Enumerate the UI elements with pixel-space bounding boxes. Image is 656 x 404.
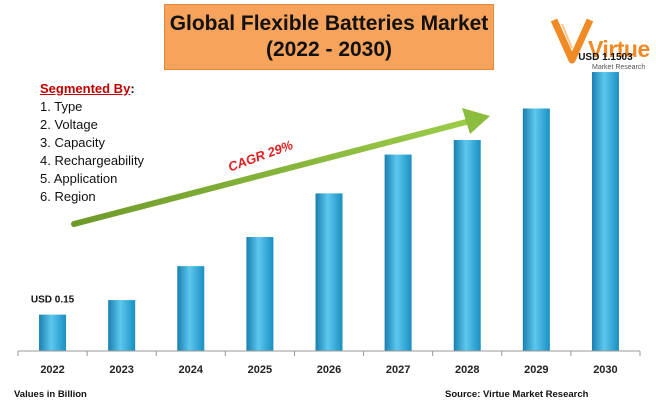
- chart-title-line2: (2022 - 2030): [265, 38, 393, 61]
- x-tick-label: 2024: [179, 364, 204, 376]
- bar-2024: [177, 266, 205, 351]
- x-tick-label: 2027: [386, 364, 410, 376]
- source-note: Source: Virtue Market Research: [445, 389, 589, 400]
- segment-item: 3. Capacity: [40, 135, 106, 150]
- x-tick-label: 2025: [248, 364, 272, 376]
- bar-2030: [591, 72, 619, 351]
- logo-word: Virtue: [588, 36, 650, 62]
- logo-subtitle: Market Research: [592, 64, 646, 71]
- segment-item: 6. Region: [40, 189, 96, 204]
- bar-2026: [315, 193, 343, 351]
- chart-title-line1: Global Flexible Batteries Market: [169, 12, 489, 35]
- logo-check-icon: [550, 18, 594, 64]
- cagr-trend-arrow: [71, 108, 490, 227]
- brand-logo: Virtue Market Research: [548, 14, 652, 84]
- title-box: Global Flexible Batteries Market (2022 -…: [164, 4, 494, 70]
- bar-2022: [39, 314, 67, 351]
- x-tick-label: 2029: [524, 364, 548, 376]
- bar-2027: [384, 154, 412, 351]
- bar-2025: [246, 237, 274, 351]
- segment-item: 4. Rechargeability: [40, 153, 145, 168]
- data-label: USD 0.15: [31, 295, 75, 306]
- segment-item: 2. Voltage: [40, 117, 98, 132]
- x-tick-label: 2028: [455, 364, 479, 376]
- segment-item: 5. Application: [40, 171, 118, 186]
- segments-list: Segmented By: 1. Type 2. Voltage 3. Capa…: [40, 80, 144, 206]
- units-note: Values in Billion: [14, 389, 87, 400]
- segment-item: 1. Type: [40, 99, 83, 114]
- bar-2023: [108, 300, 136, 351]
- x-tick-label: 2023: [109, 364, 133, 376]
- segments-heading: Segmented By: [40, 81, 131, 96]
- data-label: USD 1.1503: [578, 52, 633, 63]
- x-tick-label: 2026: [317, 364, 341, 376]
- segments-heading-colon: :: [130, 81, 135, 96]
- x-tick-label: 2022: [40, 364, 64, 376]
- bar-2028: [453, 140, 481, 351]
- bar-2029: [522, 108, 550, 351]
- x-tick-label: 2030: [593, 364, 617, 376]
